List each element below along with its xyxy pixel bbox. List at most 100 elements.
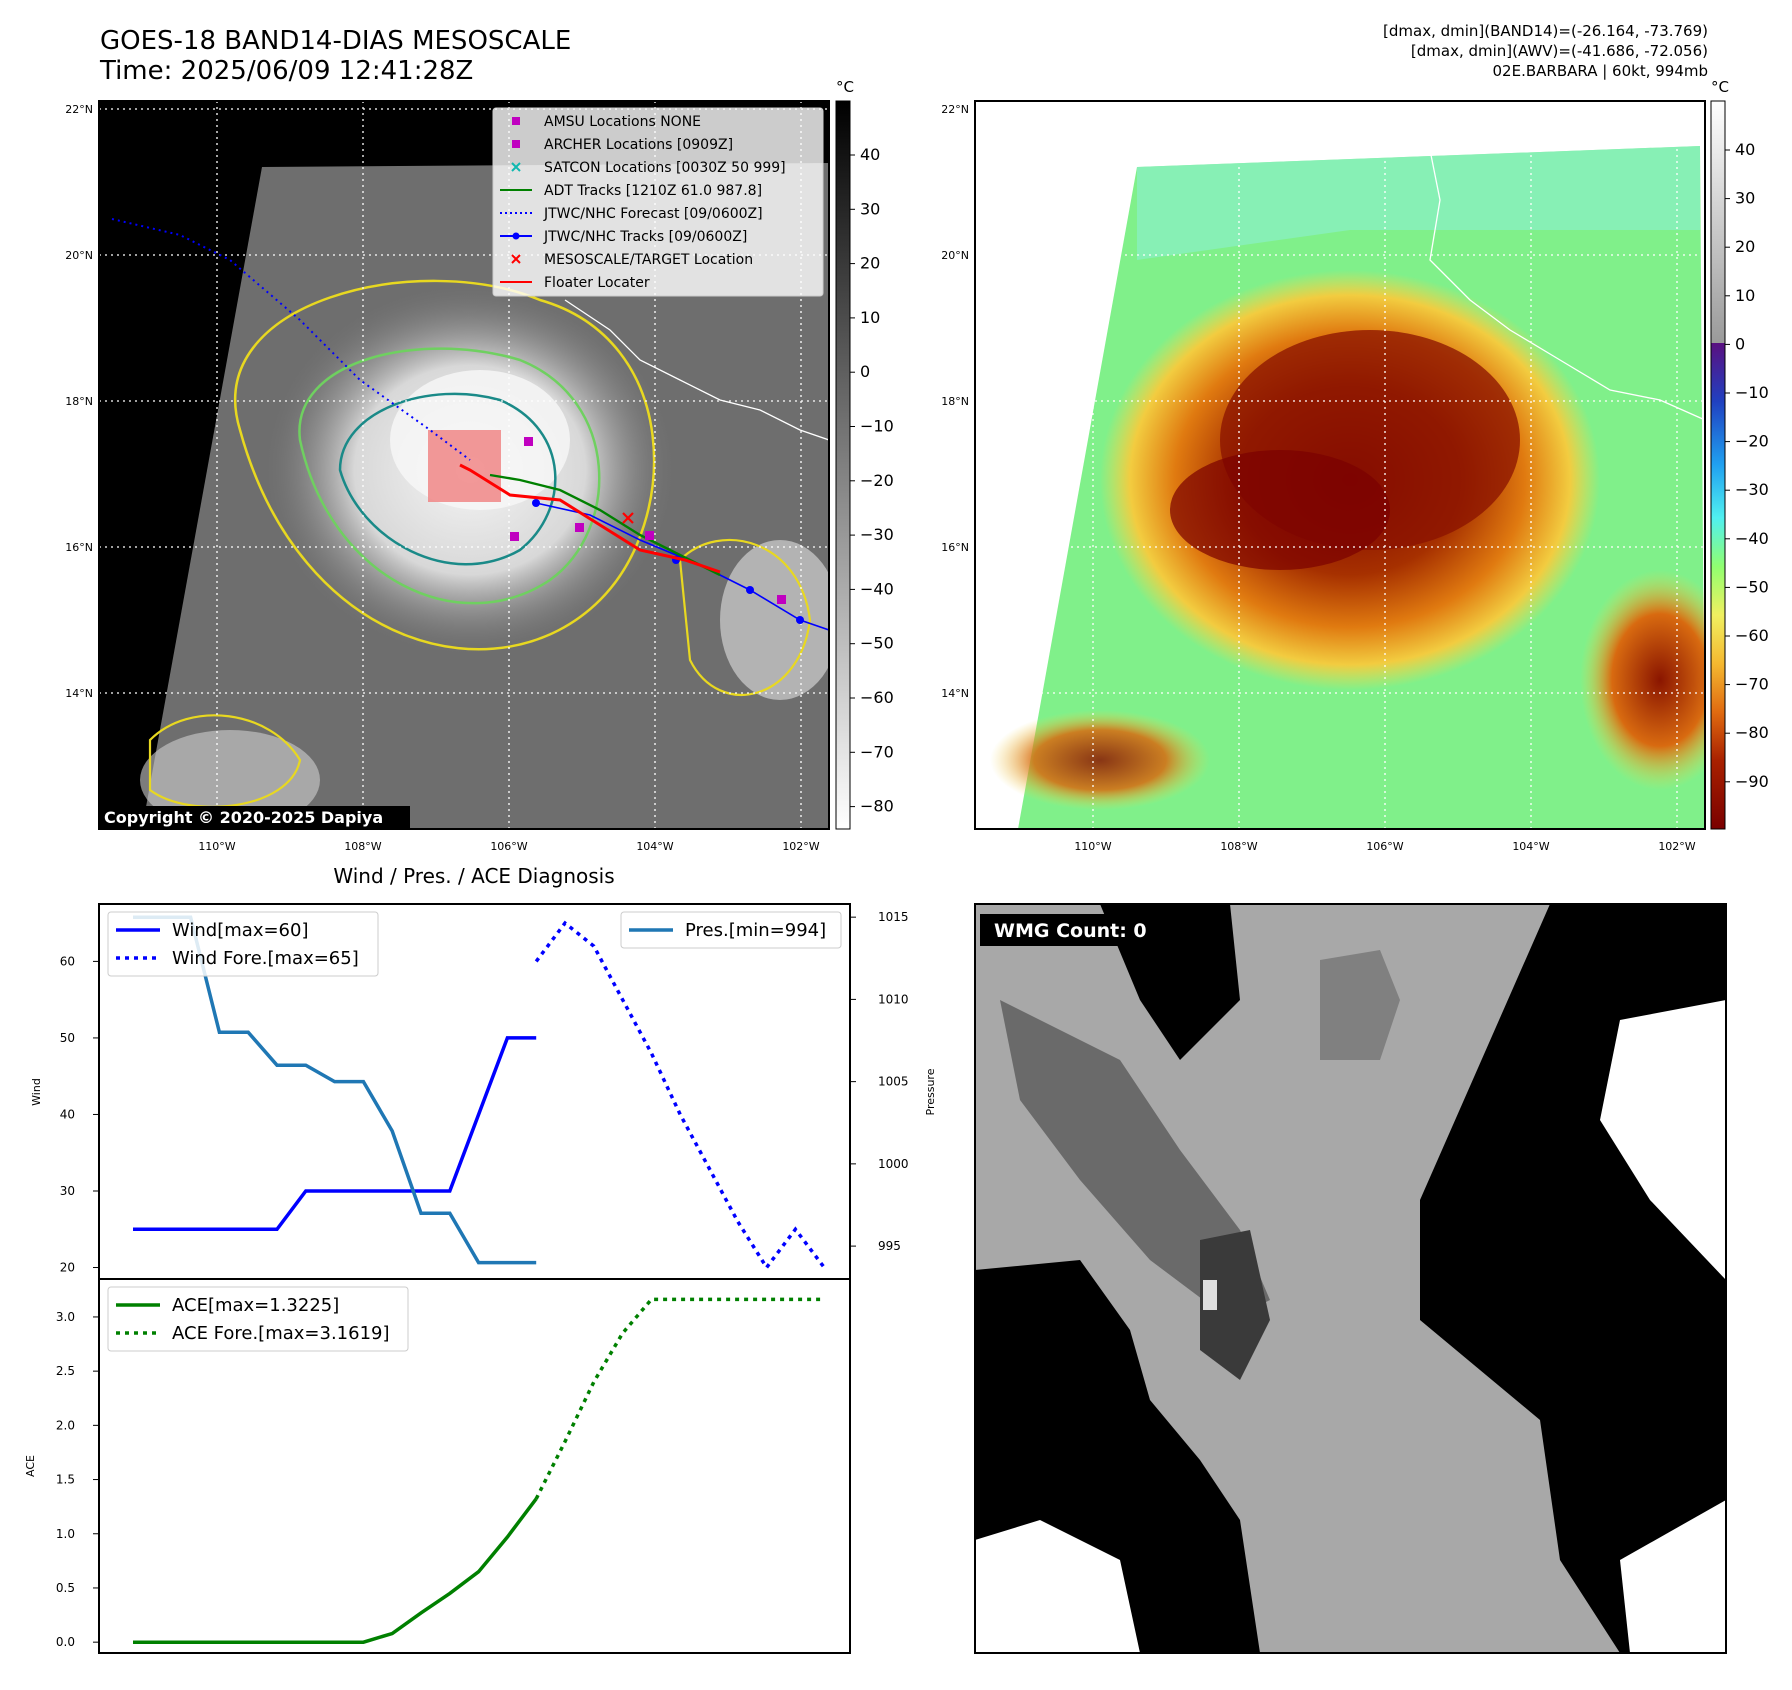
series-line bbox=[133, 1497, 538, 1644]
ace-axis-label: ACE bbox=[24, 1455, 37, 1477]
ir-contour-mid bbox=[298, 347, 601, 605]
colorbar-tick-label: 20 bbox=[1735, 237, 1755, 256]
jtwc-forecast-track bbox=[111, 218, 471, 461]
colorbar-tick-label: 20 bbox=[860, 254, 880, 273]
wmg-panel: WMG Count: 0 bbox=[974, 903, 1727, 1654]
y-tick-label: 20 bbox=[60, 1261, 75, 1275]
y-tick-label: 40 bbox=[60, 1107, 75, 1121]
y-tick-label: 995 bbox=[878, 1239, 901, 1253]
legend-marker bbox=[512, 140, 520, 148]
colorbar-tick-label: −90 bbox=[1735, 772, 1769, 791]
legend-label: ARCHER Locations [0909Z] bbox=[544, 137, 733, 153]
adt-track bbox=[489, 473, 721, 577]
series-line bbox=[534, 1297, 825, 1500]
target-marker bbox=[622, 512, 634, 524]
y-tick-label: 1000 bbox=[878, 1157, 909, 1171]
info-line-1: [dmax, dmin](BAND14)=(-26.164, -73.769) bbox=[1383, 22, 1708, 40]
storm-info: 02E.BARBARA | 60kt, 994mb bbox=[1492, 62, 1708, 80]
lon-label: 104°W bbox=[1512, 840, 1549, 853]
colorbar-tick-label: −20 bbox=[860, 471, 894, 490]
chart-title: GOES-18 BAND14-DIAS MESOSCALE bbox=[100, 26, 572, 56]
lat-label: 22°N bbox=[65, 103, 93, 116]
legend-marker bbox=[512, 117, 520, 125]
y-tick-label: 3.0 bbox=[56, 1310, 75, 1324]
y-tick-label: 1.0 bbox=[56, 1527, 75, 1541]
colorbar-tick-label: −10 bbox=[1735, 383, 1769, 402]
legend-label: JTWC/NHC Forecast [09/0600Z] bbox=[543, 206, 763, 222]
lon-label: 104°W bbox=[636, 840, 673, 853]
colorbar-tick-label: −70 bbox=[860, 742, 894, 761]
awv-lat-labels: 22°N 20°N 18°N 16°N 14°N bbox=[941, 103, 969, 700]
legend-label: ACE[max=1.3225] bbox=[172, 1295, 339, 1316]
y-tick-label: 1005 bbox=[878, 1075, 909, 1089]
colorbar-tick-label: −10 bbox=[860, 417, 894, 436]
awv-lon-labels: 110°W 108°W 106°W 104°W 102°W bbox=[1074, 840, 1695, 853]
series-line bbox=[133, 915, 537, 1265]
series-line bbox=[534, 920, 826, 1271]
colorbar-tick-label: −80 bbox=[860, 797, 894, 816]
y-tick-label: 0.0 bbox=[56, 1635, 75, 1649]
colorbar-tick-label: −20 bbox=[1735, 432, 1769, 451]
y-tick-label: 1010 bbox=[878, 992, 909, 1006]
colorbar-tick-label: 0 bbox=[860, 362, 870, 381]
ir-lon-labels: 110°W 108°W 106°W 104°W 102°W bbox=[198, 840, 819, 853]
lat-label: 18°N bbox=[941, 395, 969, 408]
colorbar-tick-label: −60 bbox=[860, 688, 894, 707]
colorbar-tick-label: −50 bbox=[860, 634, 894, 653]
lon-label: 108°W bbox=[344, 840, 381, 853]
colorbar-tick-label: 0 bbox=[1735, 334, 1745, 353]
ace-chart: 0.0 0.5 1.0 1.5 2.0 2.5 3.0 ACE ACE[max=1.3225… bbox=[24, 1278, 851, 1654]
lat-label: 18°N bbox=[65, 395, 93, 408]
colorbar-tick-label: −40 bbox=[1735, 529, 1769, 548]
lon-label: 106°W bbox=[1366, 840, 1403, 853]
lat-label: 22°N bbox=[941, 103, 969, 116]
lon-label: 108°W bbox=[1220, 840, 1257, 853]
map-legend: AMSU Locations NONE ARCHER Locations [090… bbox=[492, 107, 824, 297]
ace-legend: ACE[max=1.3225] ACE Fore.[max=3.1619] bbox=[107, 1286, 409, 1352]
floater-locater-track bbox=[459, 463, 721, 574]
lon-label: 102°W bbox=[782, 840, 819, 853]
colorbar-tick-label: −30 bbox=[860, 525, 894, 544]
legend-label: SATCON Locations [0030Z 50 999] bbox=[544, 160, 786, 176]
colorbar-tick-label: −30 bbox=[1735, 480, 1769, 499]
legend-label: MESOSCALE/TARGET Location bbox=[544, 252, 753, 268]
wind-legend: Wind[max=60] Wind Fore.[max=65] bbox=[107, 911, 379, 977]
legend-marker bbox=[511, 254, 521, 264]
colorbar-tick-label: 30 bbox=[1735, 189, 1755, 208]
archer-markers bbox=[510, 437, 786, 604]
awv-colorbar: °C 40 30 20 10 0 −10 −20 −30 −40 −50 −60 −70 −80 −90 bbox=[1710, 78, 1769, 830]
copyright-label: Copyright © 2020-2025 Dapiya bbox=[104, 808, 383, 827]
legend-label: JTWC/NHC Tracks [09/0600Z] bbox=[543, 229, 747, 245]
legend-label: Wind Fore.[max=65] bbox=[172, 948, 359, 969]
colorbar-tick-label: −40 bbox=[860, 579, 894, 598]
wind-y-axis: 20 30 40 50 60 bbox=[60, 954, 99, 1275]
diagnosis-title: Wind / Pres. / ACE Diagnosis bbox=[333, 864, 614, 888]
lat-label: 16°N bbox=[65, 541, 93, 554]
awv-colorbar-unit: °C bbox=[1711, 78, 1729, 96]
colorbar-tick-label: −80 bbox=[1735, 723, 1769, 742]
lon-label: 102°W bbox=[1658, 840, 1695, 853]
info-line-2: [dmax, dmin](AWV)=(-41.686, -72.056) bbox=[1410, 42, 1708, 60]
colorbar-tick-label: −70 bbox=[1735, 675, 1769, 694]
y-tick-label: 30 bbox=[60, 1184, 75, 1198]
y-tick-label: 1.5 bbox=[56, 1473, 75, 1487]
legend-label: ACE Fore.[max=3.1619] bbox=[172, 1323, 390, 1344]
wind-axis-label: Wind bbox=[30, 1078, 43, 1106]
lat-label: 16°N bbox=[941, 541, 969, 554]
colorbar-tick-label: 30 bbox=[860, 199, 880, 218]
y-tick-label: 2.0 bbox=[56, 1418, 75, 1432]
colorbar-tick-label: 10 bbox=[1735, 286, 1755, 305]
y-tick-label: 0.5 bbox=[56, 1581, 75, 1595]
colorbar-tick-label: 10 bbox=[860, 308, 880, 327]
lat-label: 14°N bbox=[65, 687, 93, 700]
lat-label: 20°N bbox=[941, 249, 969, 262]
wmg-count-label: WMG Count: 0 bbox=[994, 920, 1147, 942]
lat-label: 20°N bbox=[65, 249, 93, 262]
ace-y-axis: 0.0 0.5 1.0 1.5 2.0 2.5 3.0 bbox=[56, 1310, 99, 1649]
ir-contour-inner bbox=[338, 392, 557, 566]
colorbar-tick-label: −60 bbox=[1735, 626, 1769, 645]
y-tick-label: 50 bbox=[60, 1031, 75, 1045]
ir-colorbar-unit: °C bbox=[836, 78, 854, 96]
lon-label: 110°W bbox=[198, 840, 235, 853]
